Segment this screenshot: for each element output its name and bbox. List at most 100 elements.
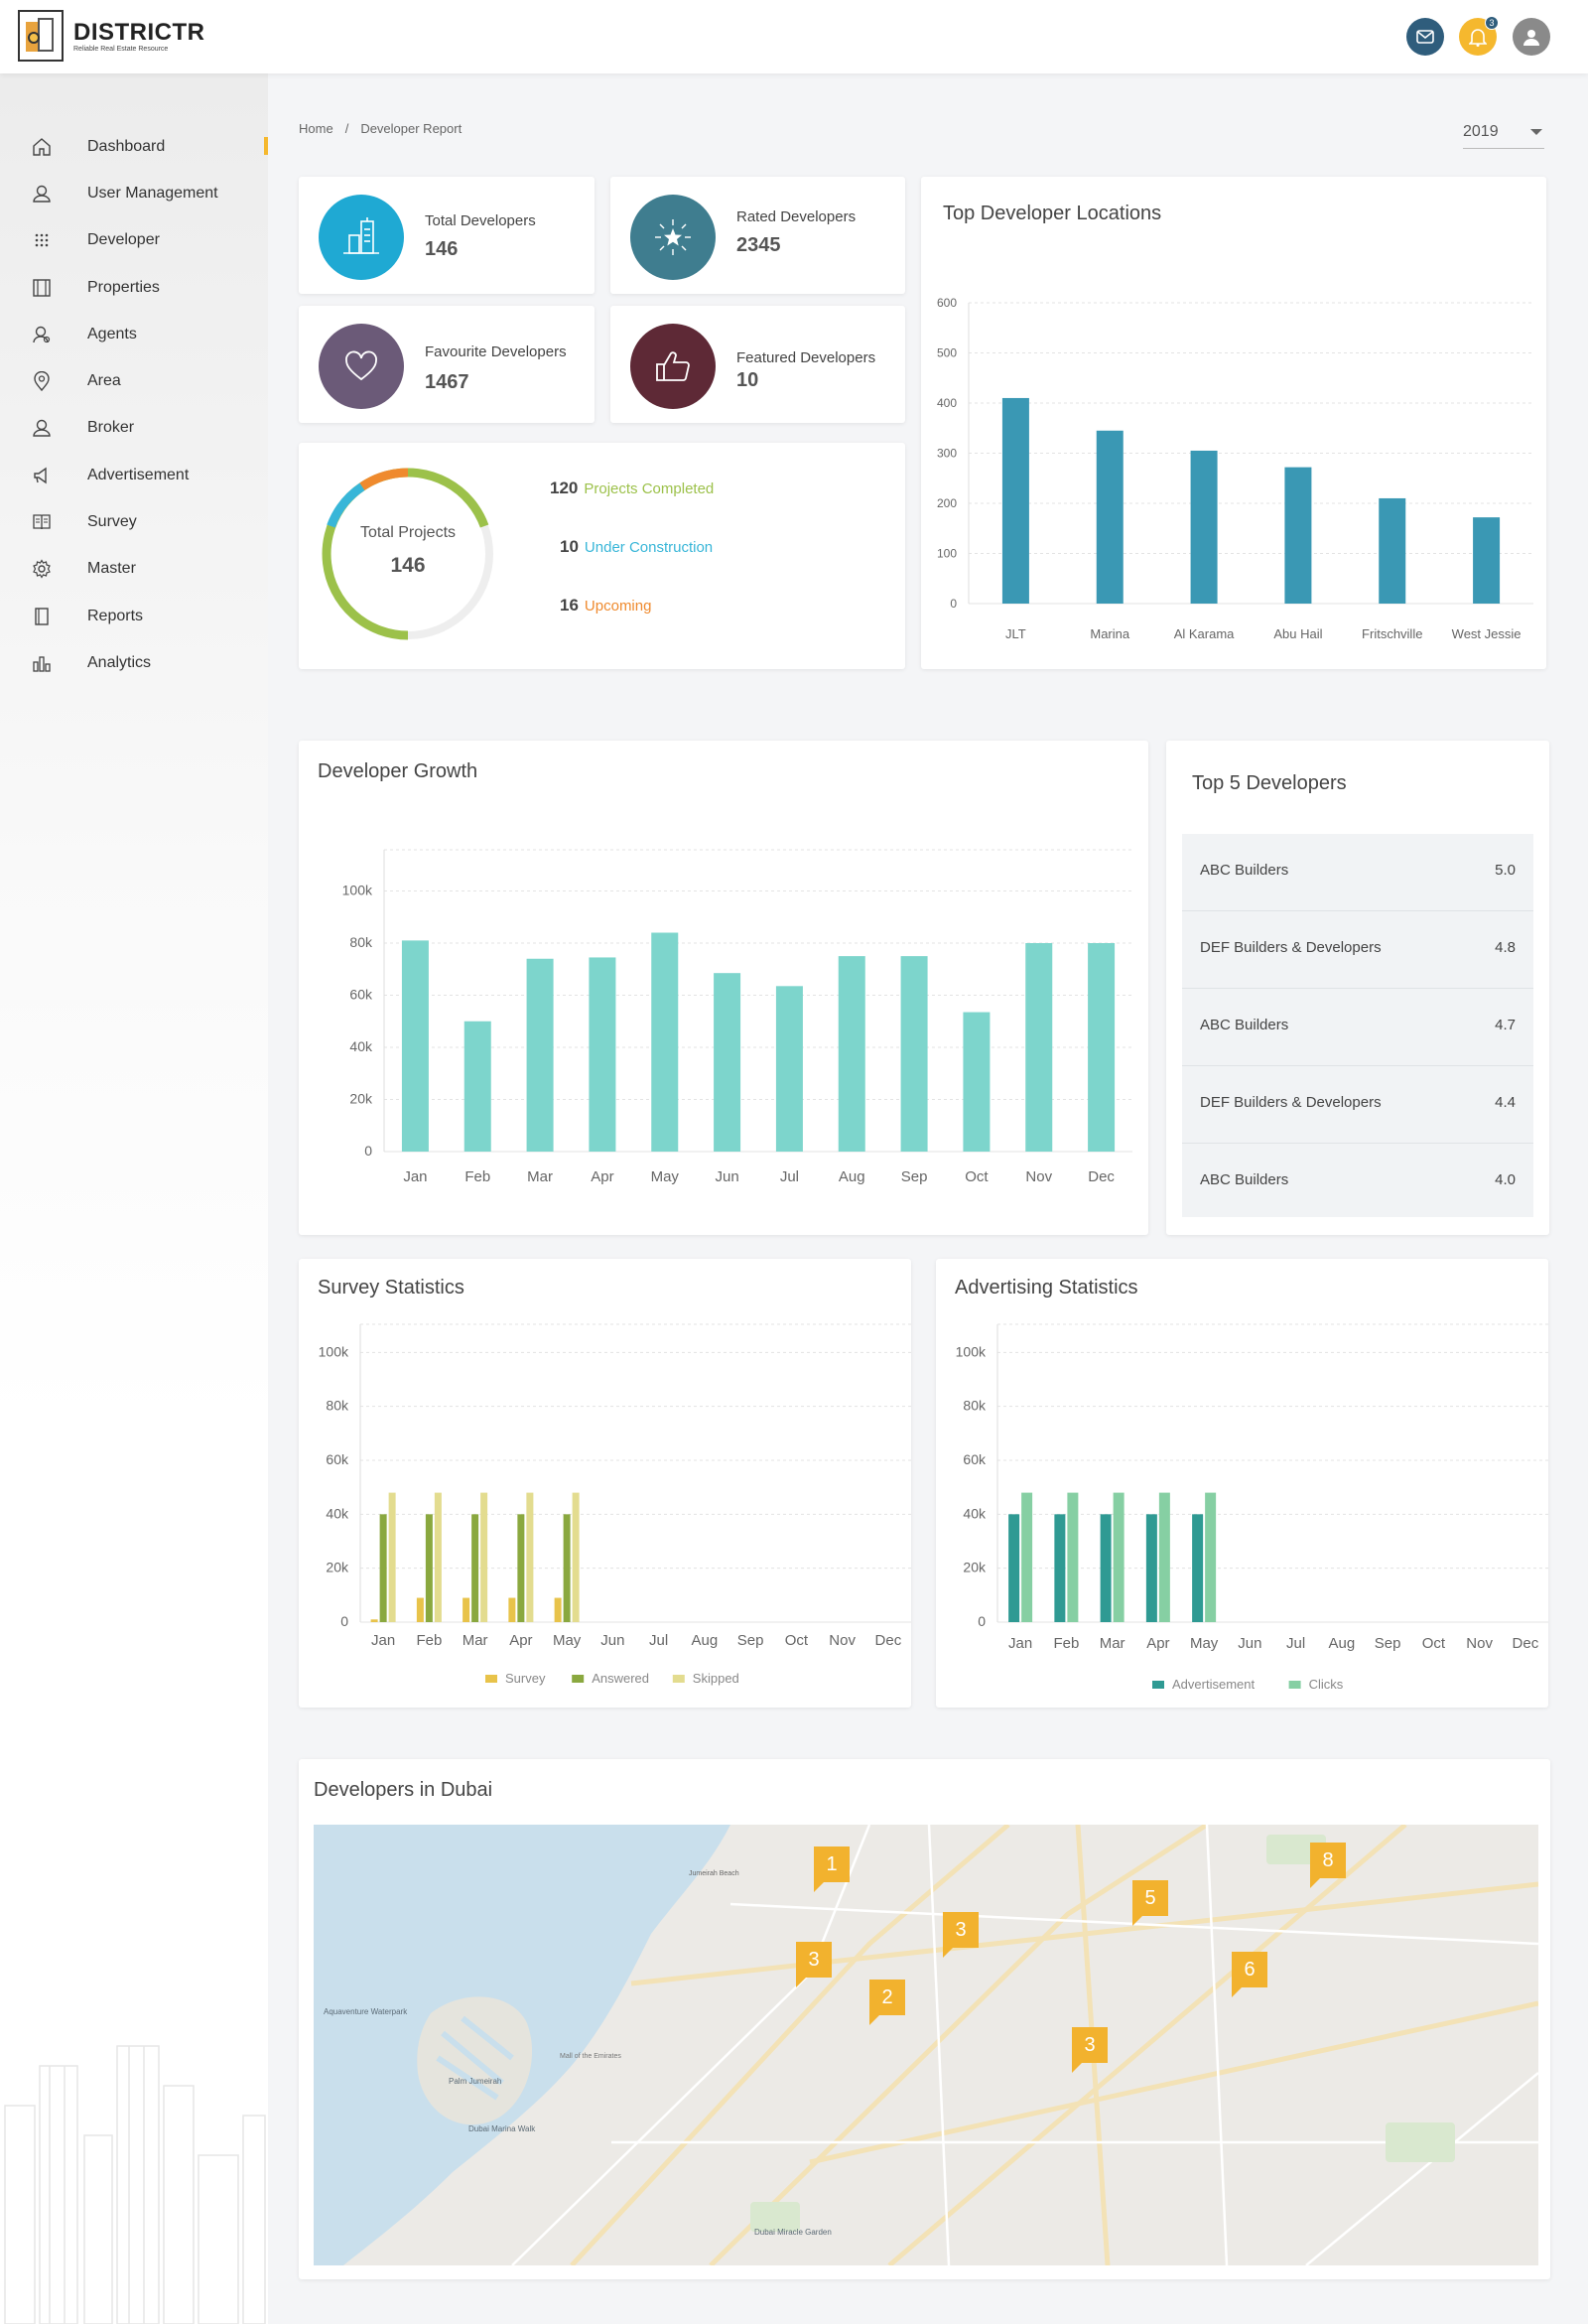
sidebar-item-developer[interactable]: Developer <box>0 217 268 264</box>
year-select[interactable]: 2019 <box>1463 119 1544 149</box>
breadcrumb-current: Developer Report <box>360 121 463 136</box>
y-tick-label: 100 <box>937 547 957 561</box>
stat-label: Total Developers <box>425 212 536 229</box>
bar <box>1192 1514 1204 1622</box>
bar <box>1021 1492 1033 1622</box>
sidebar-item-advertisement[interactable]: Advertisement <box>0 452 268 498</box>
bar <box>1100 1514 1112 1622</box>
x-tick-label: Jun <box>715 1168 738 1185</box>
bar <box>1008 1514 1020 1622</box>
y-tick-label: 40k <box>349 1038 373 1054</box>
x-tick-label: Apr <box>509 1632 532 1649</box>
y-tick-label: 600 <box>937 296 957 310</box>
bar <box>1113 1492 1125 1622</box>
sidebar-item-dashboard[interactable]: Dashboard <box>0 123 268 170</box>
x-tick-label: Oct <box>965 1168 989 1185</box>
x-tick-label: Oct <box>1422 1635 1446 1652</box>
list-item[interactable]: ABC Builders 4.0 <box>1182 1144 1533 1221</box>
y-tick-label: 100k <box>342 883 373 898</box>
upcoming-label: Upcoming <box>584 598 652 615</box>
sidebar-item-survey[interactable]: Survey <box>0 498 268 545</box>
y-tick-label: 80k <box>349 934 373 950</box>
bar <box>1001 397 1029 604</box>
x-tick-label: Sep <box>1375 1635 1401 1652</box>
map-pin[interactable]: 3 <box>796 1942 832 1987</box>
sidebar-item-agents[interactable]: Agents <box>0 311 268 357</box>
bar <box>1284 467 1312 604</box>
bar <box>1158 1492 1170 1622</box>
legend-swatch <box>672 1675 685 1683</box>
bar <box>1025 943 1053 1152</box>
y-tick-label: 0 <box>950 597 957 611</box>
map-view[interactable]: Jumeirah Beach Aquaventure Waterpark Pal… <box>314 1825 1538 2265</box>
bar <box>775 986 803 1152</box>
bar <box>508 1597 516 1622</box>
under-construction-count: 10 <box>560 537 579 556</box>
sidebar-item-label: Properties <box>87 278 160 296</box>
y-tick-label: 200 <box>937 496 957 510</box>
map-place-label: Palm Jumeirah <box>449 2077 502 2086</box>
y-tick-label: 60k <box>963 1451 987 1467</box>
x-tick-label: Aug <box>1329 1635 1356 1652</box>
map-pin[interactable]: 3 <box>943 1912 979 1958</box>
total-developers-card[interactable]: Total Developers 146 <box>299 177 595 294</box>
map-pin[interactable]: 6 <box>1232 1952 1267 1997</box>
map-place-label: Mall of the Emirates <box>560 2053 621 2060</box>
notifications-button[interactable]: 3 <box>1459 16 1499 56</box>
x-tick-label: Mar <box>463 1632 488 1649</box>
list-item[interactable]: ABC Builders 4.7 <box>1182 989 1533 1066</box>
developer-rating: 5.0 <box>1495 862 1516 879</box>
map-pin[interactable]: 5 <box>1132 1880 1168 1926</box>
sidebar-item-broker[interactable]: Broker <box>0 405 268 452</box>
sidebar-item-user-management[interactable]: User Management <box>0 170 268 216</box>
list-item[interactable]: DEF Builders & Developers 4.4 <box>1182 1066 1533 1144</box>
y-tick-label: 500 <box>937 346 957 360</box>
bar <box>572 1492 580 1622</box>
rated-developers-card[interactable]: Rated Developers 2345 <box>610 177 905 294</box>
sidebar-item-label: Developer <box>87 231 160 249</box>
featured-developers-card[interactable]: Featured Developers 10 <box>610 306 905 423</box>
sidebar-item-master[interactable]: Master <box>0 546 268 593</box>
bar <box>589 957 616 1152</box>
x-tick-label: JLT <box>1005 626 1026 641</box>
bar <box>388 1492 396 1622</box>
x-tick-label: Aug <box>839 1168 865 1185</box>
legend-label: Answered <box>592 1671 649 1686</box>
breadcrumb-home-link[interactable]: Home <box>299 121 333 136</box>
stat-label: Favourite Developers <box>425 343 567 360</box>
x-tick-label: Jul <box>780 1168 799 1185</box>
legend-swatch <box>1152 1681 1164 1689</box>
developer-name: DEF Builders & Developers <box>1200 1094 1382 1111</box>
list-item[interactable]: ABC Builders 5.0 <box>1182 834 1533 911</box>
list-item[interactable]: DEF Builders & Developers 4.8 <box>1182 911 1533 989</box>
sidebar-item-analytics[interactable]: Analytics <box>0 639 268 686</box>
favourite-developers-card[interactable]: Favourite Developers 1467 <box>299 306 595 423</box>
stat-value: 10 <box>736 369 759 391</box>
x-tick-label: Feb <box>1053 1635 1079 1652</box>
map-pin[interactable]: 3 <box>1072 2027 1108 2073</box>
user-icon <box>30 182 54 205</box>
map-pin[interactable]: 1 <box>814 1846 850 1892</box>
y-tick-label: 20k <box>963 1560 987 1575</box>
y-tick-label: 40k <box>963 1505 987 1521</box>
top-locations-bar-chart: 0 100 200 300 400 500 600 JLT Marina Al Karama Abu… <box>937 296 1533 641</box>
brand-logo[interactable]: DISTRICTR Reliable Real Estate Resource <box>18 10 205 62</box>
map-place-label: Dubai Miracle Garden <box>754 2228 832 2237</box>
user-avatar-button[interactable] <box>1513 18 1550 56</box>
film-strip-icon <box>30 276 54 300</box>
mail-button[interactable] <box>1406 18 1444 56</box>
bar <box>434 1492 442 1622</box>
stat-value: 2345 <box>736 234 781 256</box>
legend-label: Survey <box>505 1671 546 1686</box>
sidebar-item-area[interactable]: Area <box>0 357 268 404</box>
bar <box>651 932 679 1152</box>
card-title: Developers in Dubai <box>314 1779 493 1801</box>
x-tick-label: May <box>651 1168 680 1185</box>
map-place-label: Dubai Marina Walk <box>468 2124 536 2133</box>
map-pin[interactable]: 2 <box>869 1980 905 2025</box>
map-pin[interactable]: 8 <box>1310 1843 1346 1888</box>
sidebar-item-properties[interactable]: Properties <box>0 264 268 311</box>
bell-icon <box>1469 29 1487 47</box>
sidebar-item-reports[interactable]: Reports <box>0 593 268 639</box>
thumbs-up-icon <box>630 324 716 409</box>
